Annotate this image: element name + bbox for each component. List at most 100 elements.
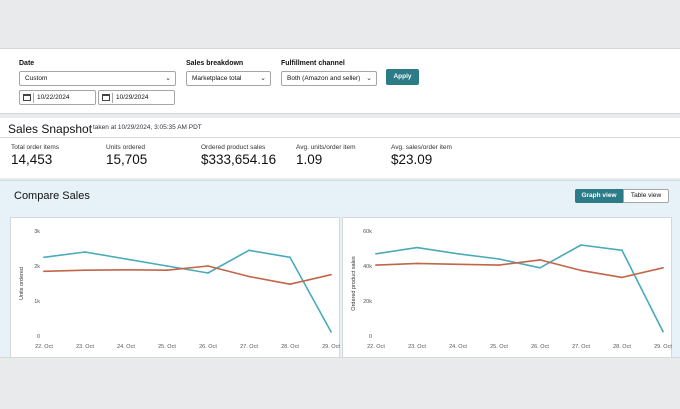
series-0-point — [43, 256, 45, 259]
y-tick-label: 2k — [34, 264, 40, 270]
compare-sales-panel: Compare Sales Graph view Table view Unit… — [0, 180, 680, 358]
metric-ordered-product-sales: Ordered product sales $333,654.16 — [201, 144, 276, 167]
y-tick-label: 3k — [34, 229, 40, 235]
filters-panel: Date Custom ⌄ 10/22/2024 10/29/2024 Sale… — [0, 48, 680, 114]
x-tick-label: 27. Oct — [240, 344, 258, 350]
x-tick-label: 29. Oct — [654, 344, 672, 350]
y-tick-label: 20k — [363, 299, 372, 305]
units-ordered-chart: Units ordered 0 1k 2k 3k 22. Oct 23. Oct 24. Oc… — [19, 229, 340, 350]
y-tick-label: 40k — [363, 264, 372, 270]
fulfillment-channel-value: Both (Amazon and seller) — [287, 75, 361, 82]
series-1-point — [375, 264, 377, 267]
series-1-point — [84, 269, 86, 272]
series-1-point — [330, 273, 332, 276]
apply-button[interactable]: Apply — [386, 69, 419, 85]
fulfillment-channel-select[interactable]: Both (Amazon and seller) ⌄ — [281, 71, 377, 86]
y-tick-label: 0 — [369, 334, 372, 340]
series-1-point — [125, 268, 127, 271]
y-tick-label: 1k — [34, 299, 40, 305]
chevron-down-icon: ⌄ — [366, 75, 372, 82]
series-0-point — [621, 249, 623, 252]
x-tick-label: 24. Oct — [449, 344, 467, 350]
product-sales-chart: Ordered product sales 0 20k 40k 60k 22. Oct 23… — [351, 229, 672, 350]
table-view-button[interactable]: Table view — [623, 189, 669, 203]
x-tick-label: 25. Oct — [158, 344, 176, 350]
date-to-value: 10/29/2024 — [116, 94, 149, 101]
y-tick-label: 0 — [37, 334, 40, 340]
metric-total-order-items: Total order items 14,453 — [11, 144, 59, 167]
series-0-point — [84, 251, 86, 253]
sales-breakdown-value: Marketplace total — [192, 75, 242, 82]
metric-value: 14,453 — [11, 152, 53, 167]
series-1-point — [621, 276, 623, 279]
units-ordered-chart-card: Units ordered 0 1k 2k 3k 22. Oct 23. Oct 24. Oc… — [10, 217, 340, 358]
series-0-point — [662, 330, 664, 333]
date-from-field[interactable]: 10/22/2024 — [19, 90, 96, 105]
series-0-point — [416, 246, 418, 249]
chevron-down-icon: ⌄ — [165, 75, 171, 82]
series-0-point — [248, 249, 250, 252]
series-1-point — [289, 283, 291, 286]
fulfillment-channel-label: Fulfillment channel — [281, 60, 345, 67]
metric-label: Ordered product sales — [201, 144, 266, 151]
series-0-line — [375, 244, 664, 332]
product-sales-chart-card: Ordered product sales 0 20k 40k 60k 22. Oct 23… — [342, 217, 672, 358]
x-tick-label: 24. Oct — [117, 344, 135, 350]
x-tick-label: 26. Oct — [199, 344, 217, 350]
date-label: Date — [19, 60, 35, 67]
series-0-point — [498, 258, 500, 260]
x-tick-label: 22. Oct — [367, 344, 385, 350]
date-to-field[interactable]: 10/29/2024 — [98, 90, 175, 105]
metric-value: $333,654.16 — [201, 152, 277, 167]
x-tick-label: 29. Oct — [322, 344, 340, 350]
calendar-icon — [102, 94, 110, 101]
chevron-down-icon: ⌄ — [260, 75, 266, 82]
date-range-select[interactable]: Custom ⌄ — [19, 71, 176, 86]
x-tick-label: 25. Oct — [490, 344, 508, 350]
metric-label: Total order items — [11, 144, 60, 151]
date-from-value: 10/22/2024 — [37, 94, 70, 101]
sales-breakdown-label: Sales breakdown — [186, 60, 244, 67]
metric-value: 15,705 — [106, 152, 148, 167]
metric-label: Avg. units/order item — [296, 144, 356, 151]
series-1-point — [457, 263, 459, 266]
snapshot-timestamp: taken at 10/29/2024, 3:05:35 AM PDT — [93, 124, 202, 131]
metric-avg-sales-per-order-item: Avg. sales/order item $23.09 — [391, 144, 452, 167]
series-0-point — [457, 252, 459, 255]
series-1-point — [662, 266, 664, 269]
series-0-point — [580, 244, 582, 246]
series-0-point — [166, 265, 168, 267]
metric-avg-units-per-order-item: Avg. units/order item 1.09 — [296, 144, 356, 167]
y-tick-label: 60k — [363, 229, 372, 235]
series-0-line — [43, 249, 332, 333]
x-tick-label: 27. Oct — [572, 344, 590, 350]
series-1-point — [580, 269, 582, 272]
series-1-point — [539, 258, 541, 261]
field-divider — [33, 93, 34, 103]
series-1-point — [43, 270, 45, 273]
series-1-point — [248, 275, 250, 278]
x-tick-label: 23. Oct — [76, 344, 94, 350]
series-1-line — [375, 259, 664, 279]
field-divider — [112, 93, 113, 103]
series-0-point — [539, 266, 541, 269]
metric-value: 1.09 — [296, 152, 323, 167]
sales-snapshot-panel: Sales Snapshot taken at 10/29/2024, 3:05… — [0, 118, 680, 178]
compare-sales-title: Compare Sales — [14, 190, 90, 202]
x-tick-label: 23. Oct — [408, 344, 426, 350]
y-axis-label: Ordered product sales — [351, 256, 357, 311]
series-1-point — [498, 264, 500, 267]
graph-view-button[interactable]: Graph view — [575, 189, 623, 203]
series-0-point — [125, 258, 127, 260]
series-0-point — [289, 256, 291, 259]
date-range-value: Custom — [25, 75, 48, 82]
snapshot-title: Sales Snapshot — [8, 122, 93, 136]
series-0-point — [375, 252, 377, 255]
x-tick-label: 22. Oct — [35, 344, 53, 350]
x-tick-label: 28. Oct — [613, 344, 631, 350]
page-footer-area — [0, 357, 680, 409]
series-1-point — [166, 269, 168, 272]
metric-label: Units ordered — [106, 144, 146, 151]
sales-breakdown-select[interactable]: Marketplace total ⌄ — [186, 71, 271, 86]
